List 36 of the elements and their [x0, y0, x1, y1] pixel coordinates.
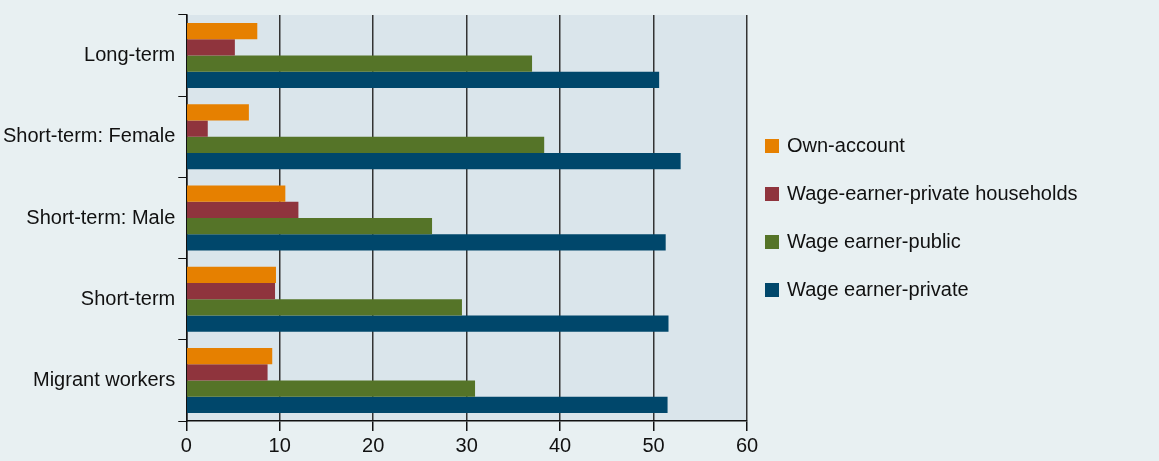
bar	[187, 201, 299, 218]
bar	[187, 347, 273, 365]
legend-label: Wage-earner-private households	[787, 181, 1078, 204]
legend-label: Own-account	[787, 133, 906, 156]
y-tick-label: Long-term	[84, 43, 176, 66]
bar	[187, 153, 681, 170]
legend-label: Wage earner-private	[787, 277, 969, 300]
x-tick-label: 50	[642, 433, 665, 456]
x-tick-label: 10	[268, 433, 291, 456]
x-tick-label: 30	[455, 433, 478, 456]
bar	[187, 136, 545, 154]
x-tick-label: 40	[548, 433, 572, 456]
bar	[187, 315, 669, 332]
bar	[187, 23, 258, 40]
bar	[187, 104, 249, 121]
bar	[187, 185, 286, 202]
bar	[187, 218, 433, 235]
bar	[187, 234, 666, 251]
y-tick-label: Short-term: Female	[3, 124, 176, 147]
y-tick-label: Short-term	[80, 286, 176, 309]
bar	[187, 299, 462, 316]
bar	[187, 380, 476, 397]
bar	[187, 55, 533, 72]
x-tick-label: 0	[180, 433, 192, 456]
bar	[187, 364, 268, 381]
bar	[187, 71, 660, 89]
bar	[187, 120, 208, 137]
y-tick-label: Migrant workers	[33, 367, 176, 390]
x-tick-label: 20	[362, 433, 385, 456]
y-tick-label: Short-term: Male	[26, 205, 176, 228]
bar	[187, 282, 276, 300]
x-tick-label: 60	[735, 433, 759, 456]
legend-label: Wage earner-public	[787, 229, 961, 252]
bar	[187, 39, 235, 56]
bar	[187, 266, 276, 283]
bar	[187, 396, 668, 413]
